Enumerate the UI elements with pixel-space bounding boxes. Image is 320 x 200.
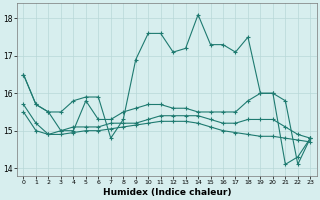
X-axis label: Humidex (Indice chaleur): Humidex (Indice chaleur) <box>103 188 231 197</box>
